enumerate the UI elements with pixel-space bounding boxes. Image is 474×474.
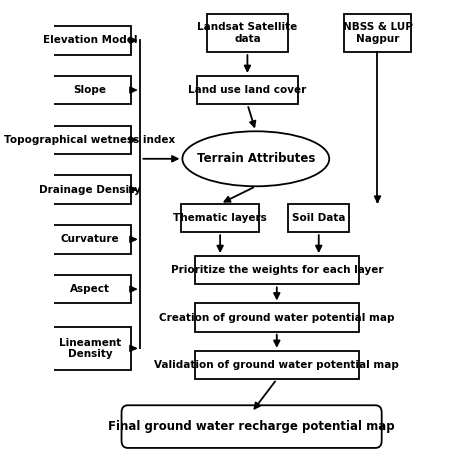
Text: Thematic layers: Thematic layers	[173, 213, 267, 223]
Text: Prioritize the weights for each layer: Prioritize the weights for each layer	[171, 265, 383, 275]
Text: Terrain Attributes: Terrain Attributes	[197, 152, 315, 165]
FancyBboxPatch shape	[121, 405, 382, 448]
FancyBboxPatch shape	[49, 26, 131, 55]
FancyBboxPatch shape	[49, 126, 131, 154]
FancyBboxPatch shape	[195, 303, 359, 332]
FancyBboxPatch shape	[195, 256, 359, 284]
FancyBboxPatch shape	[197, 76, 298, 104]
FancyBboxPatch shape	[49, 76, 131, 104]
FancyBboxPatch shape	[288, 204, 349, 232]
Text: Slope: Slope	[73, 85, 107, 95]
Text: Curvature: Curvature	[61, 234, 119, 245]
Text: Creation of ground water potential map: Creation of ground water potential map	[159, 312, 394, 323]
FancyBboxPatch shape	[344, 14, 411, 52]
Text: Topographical wetness index: Topographical wetness index	[4, 135, 176, 145]
FancyBboxPatch shape	[195, 351, 359, 379]
Text: Validation of ground water potential map: Validation of ground water potential map	[155, 360, 399, 370]
FancyBboxPatch shape	[49, 275, 131, 303]
Text: Elevation Model: Elevation Model	[43, 35, 137, 46]
Ellipse shape	[182, 131, 329, 186]
FancyBboxPatch shape	[207, 14, 288, 52]
FancyBboxPatch shape	[49, 175, 131, 204]
Text: Aspect: Aspect	[70, 284, 110, 294]
FancyBboxPatch shape	[182, 204, 259, 232]
FancyBboxPatch shape	[49, 225, 131, 254]
Text: Drainage Density: Drainage Density	[39, 184, 141, 195]
Text: Final ground water recharge potential map: Final ground water recharge potential ma…	[108, 420, 395, 433]
Text: NBSS & LUP
Nagpur: NBSS & LUP Nagpur	[343, 22, 412, 44]
Text: Soil Data: Soil Data	[292, 213, 346, 223]
FancyBboxPatch shape	[49, 327, 131, 370]
Text: Landsat Satellite
data: Landsat Satellite data	[197, 22, 298, 44]
Text: Land use land cover: Land use land cover	[188, 85, 307, 95]
Text: Lineament
Density: Lineament Density	[59, 337, 121, 359]
